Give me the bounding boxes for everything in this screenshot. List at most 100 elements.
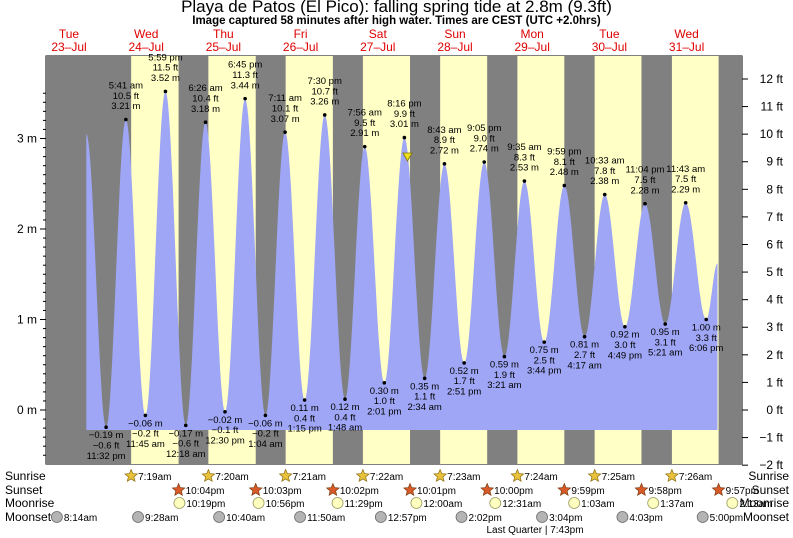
tide-point bbox=[623, 324, 627, 329]
tide-label: 1.9 ft bbox=[494, 370, 515, 381]
y-tick-label-ft: 3 ft bbox=[766, 320, 783, 334]
tide-point bbox=[502, 354, 507, 359]
tide-point bbox=[683, 200, 688, 205]
tide-point bbox=[382, 381, 387, 385]
y-tick-label-ft: 4 ft bbox=[766, 293, 783, 307]
day-name-label: Sat bbox=[369, 27, 388, 41]
moonrise-time: 12:00am bbox=[423, 499, 462, 510]
tide-label: 1:04 am bbox=[248, 439, 282, 450]
sun-icon bbox=[124, 468, 139, 483]
tide-label: 5:59 pm bbox=[148, 52, 182, 63]
sun-icon bbox=[480, 482, 495, 497]
tide-point bbox=[104, 425, 108, 429]
y-tick-label-ft: 1 ft bbox=[766, 375, 783, 389]
tide-label: 11:45 am bbox=[126, 439, 165, 450]
moonset-time: 2:02pm bbox=[469, 513, 502, 524]
tide-label: 2.7 ft bbox=[574, 350, 595, 361]
tide-label: 1.0 ft bbox=[374, 396, 395, 407]
tide-point bbox=[203, 120, 208, 125]
row-label-right: Sunset bbox=[752, 483, 790, 497]
tide-label: 2:01 pm bbox=[367, 406, 401, 417]
chart-title: Playa de Patos (El Pico): falling spring… bbox=[181, 0, 612, 16]
tide-label: 0.35 m bbox=[410, 381, 439, 392]
tide-label: 6:45 pm bbox=[228, 60, 262, 71]
tide-point bbox=[124, 117, 128, 122]
row-label-left: Sunrise bbox=[5, 469, 46, 483]
tide-label: 9.5 ft bbox=[354, 118, 375, 129]
tide-label: 2.38 m bbox=[590, 176, 619, 187]
sun-icon bbox=[711, 482, 726, 497]
tide-point bbox=[542, 340, 547, 344]
tide-label: 3.1 ft bbox=[655, 337, 676, 348]
sun-icon bbox=[201, 468, 216, 483]
day-name-label: Wed bbox=[674, 27, 698, 41]
tide-point bbox=[422, 376, 427, 381]
y-tick-label-ft: 8 ft bbox=[766, 182, 783, 196]
tide-label: −0.1 ft bbox=[212, 425, 239, 436]
y-tick-label-ft: 6 ft bbox=[766, 237, 783, 251]
tide-label: 7.5 ft bbox=[634, 175, 655, 186]
moonrise-icon bbox=[173, 497, 186, 509]
tide-label: −0.06 m bbox=[128, 418, 163, 429]
y-tick-label-m: 1 m bbox=[17, 313, 37, 327]
sun-icon bbox=[325, 482, 340, 497]
tide-label: 11.5 ft bbox=[153, 63, 179, 74]
row-label-right: Sunrise bbox=[748, 469, 789, 483]
moonrise-time: 10:56pm bbox=[266, 499, 305, 510]
sun-icon bbox=[171, 482, 186, 497]
tide-label: 10:33 am bbox=[585, 156, 625, 167]
tide-label: 0.12 m bbox=[330, 402, 359, 413]
sunrise-time: 7:22am bbox=[370, 472, 403, 483]
y-tick-label-ft: 12 ft bbox=[760, 72, 784, 86]
day-date-label: 28–Jul bbox=[437, 40, 472, 54]
sun-icon bbox=[248, 482, 263, 497]
tide-label: 0.11 m bbox=[290, 403, 318, 414]
y-tick-label-ft: 11 ft bbox=[761, 100, 784, 114]
moonset-icon bbox=[696, 511, 709, 523]
sunrise-time: 7:20am bbox=[215, 472, 248, 483]
day-name-label: Wed bbox=[134, 27, 158, 41]
tide-point bbox=[223, 410, 227, 414]
tide-point bbox=[442, 162, 447, 166]
day-name-label: Mon bbox=[521, 27, 544, 41]
tide-point bbox=[582, 334, 587, 339]
day-date-label: 27–Jul bbox=[360, 40, 395, 54]
moonrise-time: 1:03am bbox=[581, 499, 614, 510]
tide-label: 2.29 m bbox=[671, 184, 700, 195]
day-name-label: Tue bbox=[59, 27, 80, 41]
tide-point bbox=[343, 397, 347, 401]
tide-label: −0.19 m bbox=[89, 430, 124, 441]
tide-label: 2.74 m bbox=[470, 144, 499, 155]
sun-icon bbox=[664, 468, 679, 483]
y-tick-label-ft: −2 ft bbox=[759, 458, 783, 472]
sunset-time: 10:04pm bbox=[186, 486, 225, 497]
tide-label: 3.01 m bbox=[390, 119, 419, 130]
tide-point bbox=[302, 398, 307, 402]
tide-label: −0.2 ft bbox=[132, 429, 159, 440]
sunrise-time: 7:19am bbox=[138, 472, 171, 483]
tide-point bbox=[643, 201, 647, 206]
moonset-icon bbox=[213, 511, 226, 523]
tide-label: 3:21 am bbox=[487, 380, 521, 391]
tide-label: −0.6 ft bbox=[172, 439, 199, 450]
row-label-left: Moonrise bbox=[5, 496, 55, 510]
row-label-right: Moonrise bbox=[740, 496, 790, 510]
tide-label: 9.0 ft bbox=[474, 133, 495, 144]
moonset-time: 8:14am bbox=[64, 513, 97, 524]
tide-label: 3.07 m bbox=[271, 114, 300, 125]
tide-label: 7:30 pm bbox=[308, 76, 342, 87]
day-date-label: 30–Jul bbox=[592, 40, 627, 54]
day-date-label: 26–Jul bbox=[283, 40, 318, 54]
tide-label: 1.7 ft bbox=[454, 376, 475, 387]
y-tick-label-ft: 5 ft bbox=[766, 265, 783, 279]
moonset-time: 12:57pm bbox=[388, 513, 427, 524]
tide-point bbox=[263, 413, 268, 418]
tide-label: 3.0 ft bbox=[614, 340, 635, 351]
moonrise-time: 2:13am bbox=[739, 499, 772, 510]
tide-label: 9:35 am bbox=[507, 142, 541, 153]
tide-label: 5:41 am bbox=[109, 80, 143, 91]
tide-label: 10.7 ft bbox=[312, 86, 339, 97]
day-date-label: 23–Jul bbox=[51, 40, 86, 54]
